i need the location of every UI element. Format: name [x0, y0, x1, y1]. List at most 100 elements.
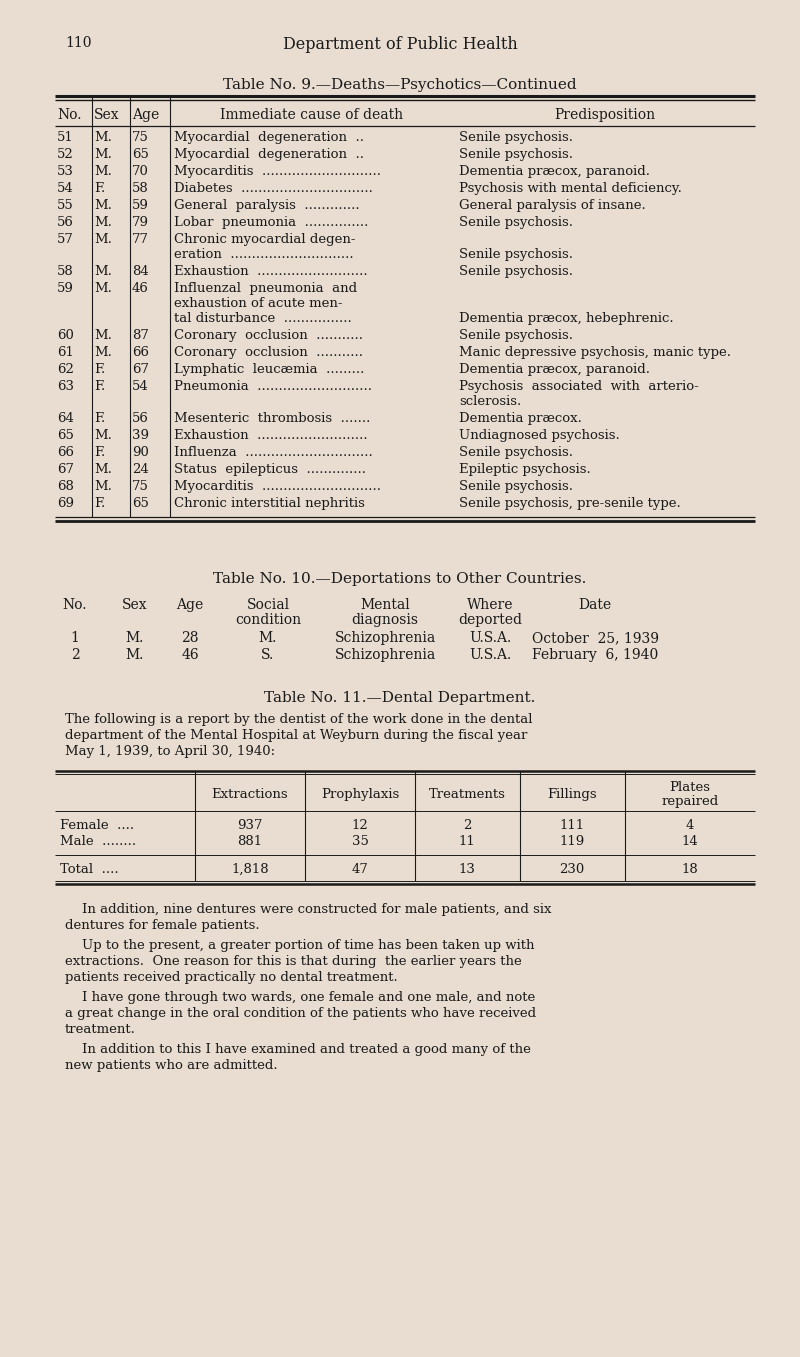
Text: 1,818: 1,818 [231, 863, 269, 877]
Text: M.: M. [126, 631, 144, 645]
Text: M.: M. [126, 649, 144, 662]
Text: M.: M. [94, 233, 112, 246]
Text: 11: 11 [458, 835, 475, 848]
Text: dentures for female patients.: dentures for female patients. [65, 919, 260, 932]
Text: General paralysis of insane.: General paralysis of insane. [459, 199, 646, 212]
Text: 61: 61 [57, 346, 74, 360]
Text: 18: 18 [682, 863, 698, 877]
Text: Psychosis with mental deficiency.: Psychosis with mental deficiency. [459, 182, 682, 195]
Text: Myocardial  degeneration  ..: Myocardial degeneration .. [174, 132, 364, 144]
Text: 47: 47 [351, 863, 369, 877]
Text: Age: Age [176, 598, 204, 612]
Text: Myocarditis  ............................: Myocarditis ............................ [174, 166, 381, 178]
Text: 46: 46 [181, 649, 199, 662]
Text: Senile psychosis.: Senile psychosis. [459, 148, 573, 161]
Text: Date: Date [578, 598, 611, 612]
Text: Schizophrenia: Schizophrenia [334, 649, 436, 662]
Text: February  6, 1940: February 6, 1940 [532, 649, 658, 662]
Text: The following is a report by the dentist of the work done in the dental: The following is a report by the dentist… [65, 712, 533, 726]
Text: 70: 70 [132, 166, 149, 178]
Text: No.: No. [62, 598, 87, 612]
Text: M.: M. [94, 328, 112, 342]
Text: 66: 66 [57, 446, 74, 459]
Text: 63: 63 [57, 380, 74, 394]
Text: M.: M. [94, 199, 112, 212]
Text: 111: 111 [559, 820, 585, 832]
Text: Myocarditis  ............................: Myocarditis ............................ [174, 480, 381, 493]
Text: Mesenteric  thrombosis  .......: Mesenteric thrombosis ....... [174, 413, 370, 425]
Text: 56: 56 [57, 216, 74, 229]
Text: M.: M. [94, 132, 112, 144]
Text: Epileptic psychosis.: Epileptic psychosis. [459, 463, 590, 476]
Text: F.: F. [94, 380, 106, 394]
Text: 46: 46 [132, 282, 149, 294]
Text: Senile psychosis.: Senile psychosis. [459, 480, 573, 493]
Text: 14: 14 [682, 835, 698, 848]
Text: M.: M. [94, 265, 112, 278]
Text: Immediate cause of death: Immediate cause of death [221, 109, 403, 122]
Text: Chronic interstitial nephritis: Chronic interstitial nephritis [174, 497, 365, 510]
Text: 66: 66 [132, 346, 149, 360]
Text: 56: 56 [132, 413, 149, 425]
Text: Table No. 10.—Deportations to Other Countries.: Table No. 10.—Deportations to Other Coun… [214, 573, 586, 586]
Text: October  25, 1939: October 25, 1939 [531, 631, 658, 645]
Text: 54: 54 [57, 182, 74, 195]
Text: I have gone through two wards, one female and one male, and note: I have gone through two wards, one femal… [65, 991, 535, 1004]
Text: Prophylaxis: Prophylaxis [321, 788, 399, 801]
Text: a great change in the oral condition of the patients who have received: a great change in the oral condition of … [65, 1007, 536, 1020]
Text: M.: M. [259, 631, 277, 645]
Text: 2: 2 [463, 820, 471, 832]
Text: No.: No. [57, 109, 82, 122]
Text: 90: 90 [132, 446, 149, 459]
Text: 79: 79 [132, 216, 149, 229]
Text: Age: Age [132, 109, 159, 122]
Text: 59: 59 [132, 199, 149, 212]
Text: 58: 58 [57, 265, 74, 278]
Text: Status  epilepticus  ..............: Status epilepticus .............. [174, 463, 366, 476]
Text: Up to the present, a greater portion of time has been taken up with: Up to the present, a greater portion of … [65, 939, 534, 953]
Text: Fillings: Fillings [547, 788, 597, 801]
Text: M.: M. [94, 346, 112, 360]
Text: eration  .............................: eration ............................. [174, 248, 354, 261]
Text: Senile psychosis.: Senile psychosis. [459, 216, 573, 229]
Text: Mental: Mental [360, 598, 410, 612]
Text: Department of Public Health: Department of Public Health [282, 37, 518, 53]
Text: 58: 58 [132, 182, 149, 195]
Text: 62: 62 [57, 364, 74, 376]
Text: 65: 65 [57, 429, 74, 442]
Text: 35: 35 [351, 835, 369, 848]
Text: F.: F. [94, 446, 106, 459]
Text: 52: 52 [57, 148, 74, 161]
Text: Dementia præcox, paranoid.: Dementia præcox, paranoid. [459, 166, 650, 178]
Text: diagnosis: diagnosis [351, 613, 418, 627]
Text: Senile psychosis.: Senile psychosis. [459, 265, 573, 278]
Text: U.S.A.: U.S.A. [469, 649, 511, 662]
Text: M.: M. [94, 480, 112, 493]
Text: sclerosis.: sclerosis. [459, 395, 522, 408]
Text: Manic depressive psychosis, manic type.: Manic depressive psychosis, manic type. [459, 346, 731, 360]
Text: 110: 110 [65, 37, 91, 50]
Text: Sex: Sex [94, 109, 120, 122]
Text: Lymphatic  leucæmia  .........: Lymphatic leucæmia ......... [174, 364, 364, 376]
Text: S.: S. [262, 649, 274, 662]
Text: Social: Social [246, 598, 290, 612]
Text: Dementia præcox.: Dementia præcox. [459, 413, 582, 425]
Text: Total  ....: Total .... [60, 863, 118, 877]
Text: Table No. 9.—Deaths—Psychotics—Continued: Table No. 9.—Deaths—Psychotics—Continued [223, 77, 577, 92]
Text: U.S.A.: U.S.A. [469, 631, 511, 645]
Text: F.: F. [94, 182, 106, 195]
Text: 68: 68 [57, 480, 74, 493]
Text: Sex: Sex [122, 598, 148, 612]
Text: M.: M. [94, 166, 112, 178]
Text: Senile psychosis.: Senile psychosis. [459, 248, 573, 261]
Text: Exhaustion  ..........................: Exhaustion .......................... [174, 265, 368, 278]
Text: treatment.: treatment. [65, 1023, 136, 1035]
Text: 64: 64 [57, 413, 74, 425]
Text: 53: 53 [57, 166, 74, 178]
Text: 1: 1 [70, 631, 79, 645]
Text: 51: 51 [57, 132, 74, 144]
Text: Undiagnosed psychosis.: Undiagnosed psychosis. [459, 429, 620, 442]
Text: 13: 13 [458, 863, 475, 877]
Text: Senile psychosis.: Senile psychosis. [459, 328, 573, 342]
Text: General  paralysis  .............: General paralysis ............. [174, 199, 360, 212]
